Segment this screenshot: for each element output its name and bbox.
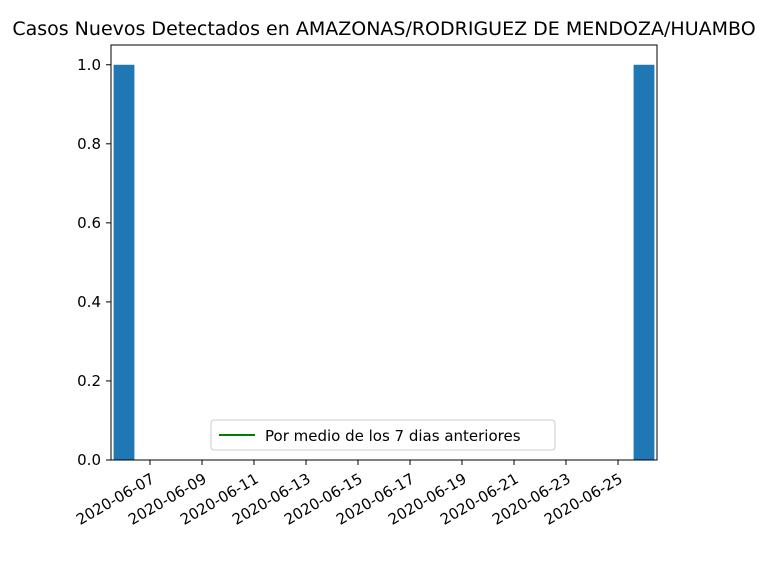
y-tick-label: 0.8 bbox=[77, 135, 101, 153]
y-tick-label: 0.2 bbox=[77, 372, 101, 390]
legend-box bbox=[210, 419, 556, 451]
chart-title: Casos Nuevos Detectados en AMAZONAS/RODR… bbox=[12, 18, 755, 40]
y-tick-label: 0.0 bbox=[77, 451, 101, 469]
y-tick-label: 0.4 bbox=[77, 293, 101, 311]
legend-label: Por medio de los 7 dias anteriores bbox=[265, 427, 521, 445]
y-tick-label: 0.6 bbox=[77, 214, 101, 232]
bars-group bbox=[113, 64, 655, 460]
bar-2020-06-06 bbox=[113, 64, 135, 460]
legend: Por medio de los 7 dias anteriores bbox=[210, 419, 556, 451]
bar-2020-06-26 bbox=[633, 64, 655, 460]
x-axis: 2020-06-072020-06-092020-06-112020-06-13… bbox=[73, 460, 626, 529]
y-tick-label: 1.0 bbox=[77, 56, 101, 74]
y-axis: 0.0 0.2 0.4 0.6 0.8 1.0 bbox=[77, 56, 111, 469]
plot-frame bbox=[110, 44, 658, 461]
